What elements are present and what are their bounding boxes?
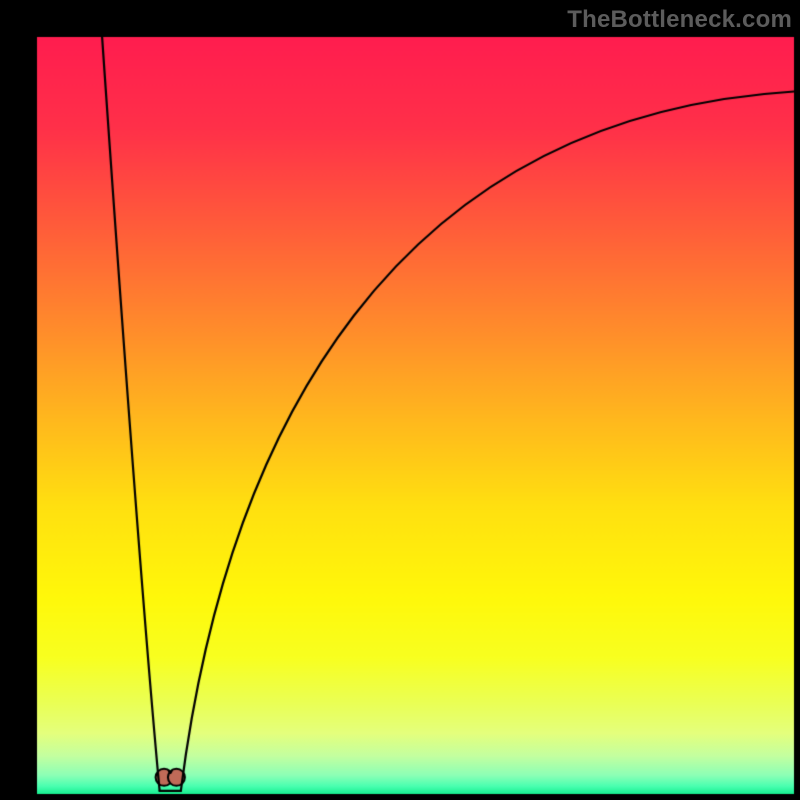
watermark-text: TheBottleneck.com: [567, 6, 792, 34]
stage: TheBottleneck.com: [0, 0, 800, 800]
bottleneck-chart: [0, 0, 800, 800]
